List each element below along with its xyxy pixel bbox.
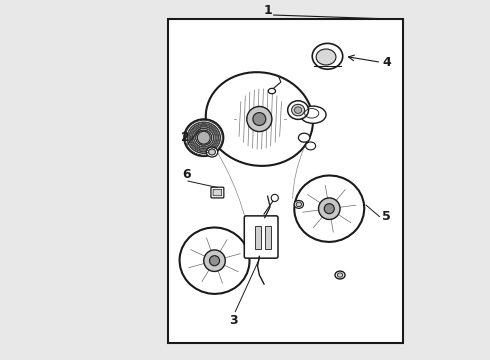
Ellipse shape bbox=[269, 88, 275, 94]
Circle shape bbox=[197, 131, 210, 144]
Ellipse shape bbox=[179, 228, 249, 294]
FancyBboxPatch shape bbox=[211, 187, 224, 198]
Bar bbox=[255, 226, 261, 249]
Circle shape bbox=[253, 113, 266, 126]
FancyBboxPatch shape bbox=[245, 216, 278, 258]
Circle shape bbox=[324, 204, 334, 214]
Text: 3: 3 bbox=[229, 314, 238, 327]
Ellipse shape bbox=[294, 201, 303, 208]
Circle shape bbox=[247, 107, 272, 132]
Text: 4: 4 bbox=[382, 56, 391, 69]
Ellipse shape bbox=[306, 142, 316, 150]
Ellipse shape bbox=[294, 176, 364, 242]
Circle shape bbox=[204, 250, 225, 271]
Ellipse shape bbox=[296, 202, 301, 207]
Ellipse shape bbox=[300, 106, 326, 123]
Ellipse shape bbox=[206, 72, 313, 166]
Text: 5: 5 bbox=[382, 210, 391, 223]
Ellipse shape bbox=[335, 271, 345, 279]
Circle shape bbox=[210, 256, 220, 266]
Ellipse shape bbox=[184, 119, 223, 156]
Circle shape bbox=[318, 198, 340, 220]
Ellipse shape bbox=[294, 107, 302, 113]
FancyBboxPatch shape bbox=[213, 189, 221, 196]
Ellipse shape bbox=[298, 133, 310, 142]
Ellipse shape bbox=[288, 101, 309, 120]
Text: 1: 1 bbox=[264, 4, 272, 17]
Circle shape bbox=[271, 194, 278, 202]
Text: 6: 6 bbox=[183, 168, 191, 181]
Text: 2: 2 bbox=[181, 131, 190, 144]
Ellipse shape bbox=[209, 149, 216, 155]
Ellipse shape bbox=[316, 49, 336, 65]
Bar bbox=[265, 226, 271, 249]
Bar bbox=[168, 19, 403, 343]
Ellipse shape bbox=[206, 147, 218, 157]
Ellipse shape bbox=[312, 43, 343, 69]
Ellipse shape bbox=[337, 273, 343, 277]
Ellipse shape bbox=[292, 104, 304, 116]
